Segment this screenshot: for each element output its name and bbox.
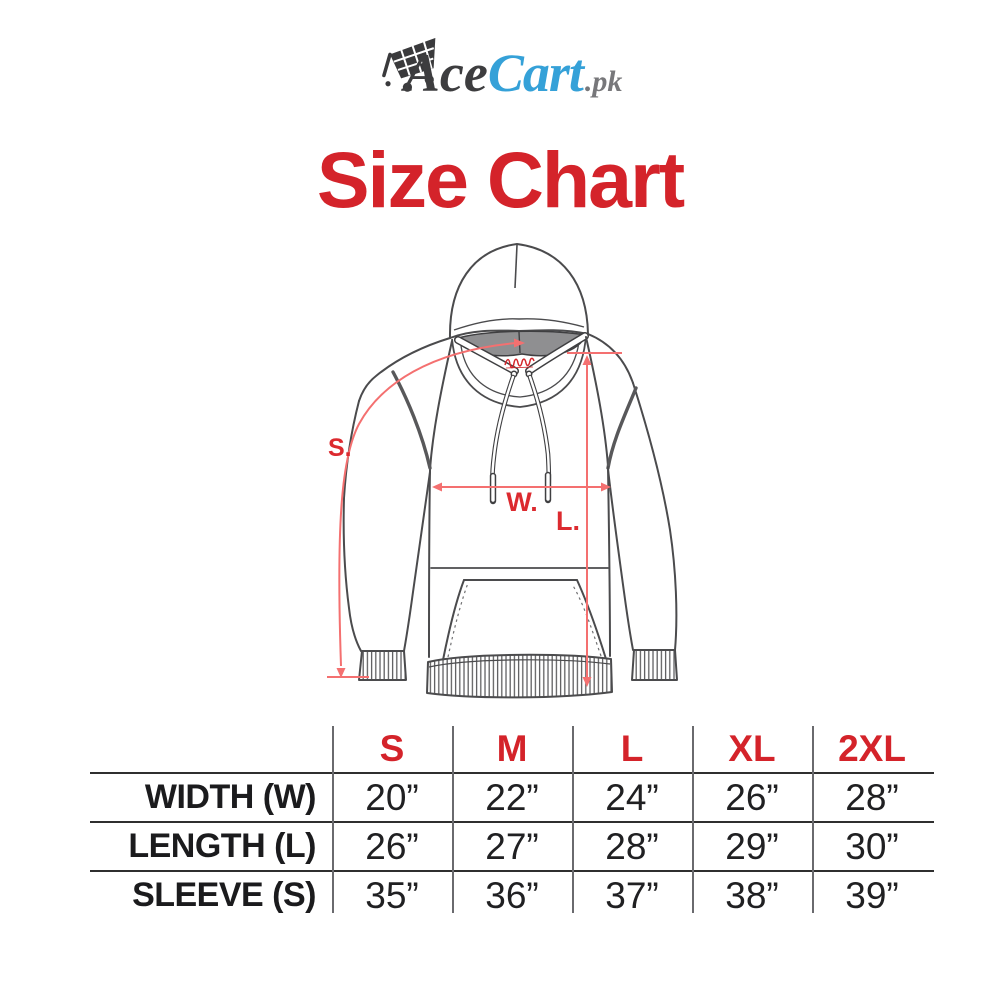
sleeve-measure-label: S. (328, 434, 352, 462)
collar-arcs (451, 334, 587, 408)
brand-name-second: Cart (487, 43, 584, 103)
table-divider (812, 726, 814, 913)
size-header-l: L (620, 728, 644, 769)
size-value: 22” (485, 776, 539, 818)
size-header-xl: XL (728, 728, 776, 769)
size-value: 38” (725, 874, 779, 916)
shopping-cart-icon (382, 38, 436, 92)
row-label: WIDTH (W) (144, 778, 317, 816)
table-row-width: WIDTH (W) 20” 22” 24” 26” 28” (90, 772, 934, 821)
hoodie-body (342, 333, 678, 658)
brand-name-first: Ace (403, 43, 488, 103)
size-value: 28” (605, 825, 659, 867)
size-value: 20” (365, 776, 419, 818)
ribbed-trims (358, 649, 678, 699)
table-divider (452, 726, 454, 913)
measurement-labels: S. W. L. (328, 434, 580, 536)
size-value: 24” (605, 776, 659, 818)
measurement-lines (327, 342, 622, 682)
table-row-sleeve: SLEEVE (S) 35” 36” 37” 38” 39” (90, 870, 934, 919)
table-divider (332, 726, 334, 913)
hood-brand-label (504, 357, 535, 369)
hood-outline (448, 243, 589, 339)
brand-name-suffix: .pk (584, 65, 623, 98)
measurement-arrowheads (336, 338, 611, 687)
size-value: 36” (485, 874, 539, 916)
size-value: 28” (845, 776, 899, 818)
kangaroo-pocket (442, 579, 607, 661)
row-label: SLEEVE (S) (132, 876, 316, 914)
size-value: 30” (845, 825, 899, 867)
size-table: S M L XL 2XL WIDTH (W) 20” 22” 24” 26” 2… (90, 726, 934, 919)
table-divider (572, 726, 574, 913)
table-header-row: S M L XL 2XL (90, 726, 934, 772)
hood-v-straps (454, 332, 589, 375)
size-value: 37” (605, 874, 659, 916)
size-value: 26” (725, 776, 779, 818)
size-value: 27” (485, 825, 539, 867)
table-row-length: LENGTH (L) 26” 27” 28” 29” 30” (90, 821, 934, 870)
table-divider (692, 726, 694, 913)
size-header-2xl: 2XL (838, 728, 906, 769)
size-value: 29” (725, 825, 779, 867)
page-title: Size Chart (316, 135, 685, 224)
size-header-m: M (496, 728, 528, 769)
brand-logo: Ace Cart .pk (382, 38, 623, 104)
size-header-s: S (379, 728, 405, 769)
length-measure-label: L. (556, 506, 580, 536)
row-label: LENGTH (L) (128, 827, 316, 865)
size-value: 26” (365, 825, 419, 867)
size-value: 35” (365, 874, 419, 916)
size-value: 39” (845, 874, 899, 916)
width-measure-label: W. (506, 487, 538, 517)
drawstrings (489, 374, 552, 505)
